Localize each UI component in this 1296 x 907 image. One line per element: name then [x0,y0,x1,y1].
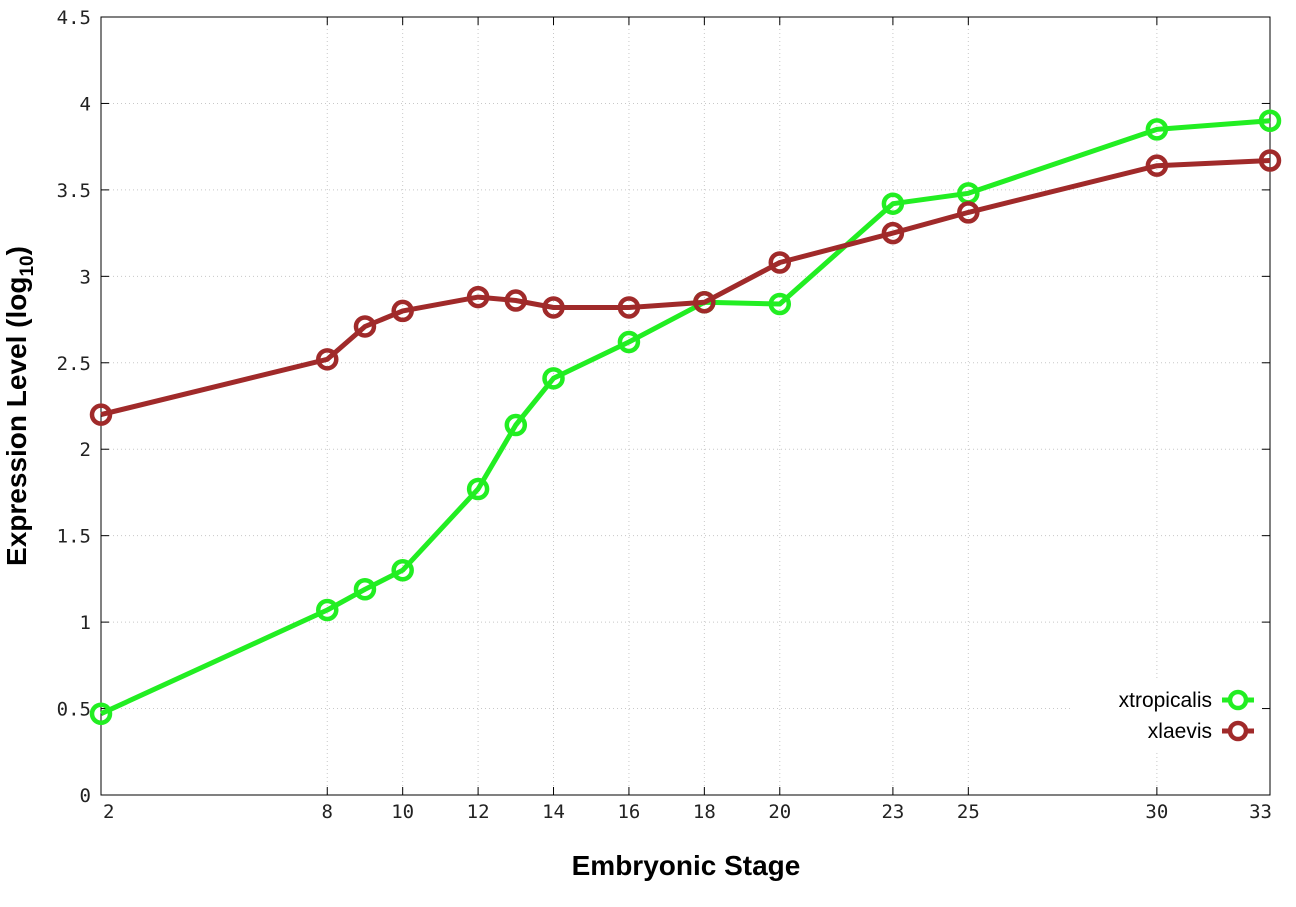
x-tick-label: 30 [1145,801,1168,823]
y-axis-title-main: Expression Level (log [1,277,32,566]
y-tick-label: 1 [80,612,91,634]
data-point-xtropicalis [89,702,113,725]
legend-background [1072,678,1262,750]
legend-marker-xtropicalis [1227,689,1249,711]
data-point-xlaevis [466,285,490,309]
y-axis-title: Expression Level (log10) [1,246,38,566]
data-point-xtropicalis [1145,118,1169,141]
series-xtropicalis [89,109,1282,725]
data-point-xlaevis [391,299,414,323]
y-tick-label: 0 [80,785,91,807]
data-point-xlaevis [316,348,339,371]
data-point-xlaevis [542,296,565,319]
y-tick-label: 4 [80,93,91,115]
x-axis-title: Embryonic Stage [572,850,801,881]
x-tick-label: 33 [1249,801,1272,823]
data-point-xlaevis [768,251,792,274]
data-point-xtropicalis [617,330,641,354]
y-tick-label: 0.5 [57,699,91,721]
legend-label-xtropicalis: xtropicalis [1119,689,1212,712]
data-point-xlaevis [957,201,980,224]
data-point-xlaevis [881,221,905,245]
data-point-xtropicalis [353,578,377,601]
data-point-xtropicalis [1258,109,1282,132]
data-point-xlaevis [504,289,528,312]
x-tick-label: 14 [542,801,565,823]
data-point-xtropicalis [504,413,528,437]
x-tick-label: 2 [103,801,114,823]
data-point-xlaevis [89,403,113,426]
y-tick-label: 4.5 [57,7,91,29]
y-axis: 0 0.5 1 1.5 2 2.5 3 3.5 4 4.5 [57,7,1270,807]
legend-marker-xlaevis [1227,720,1249,742]
data-point-xtropicalis [316,598,339,622]
data-point-xlaevis [693,291,716,314]
x-tick-label: 18 [693,801,716,823]
x-tick-label: 12 [467,801,490,823]
data-point-xlaevis [617,296,641,319]
y-tick-label: 3 [80,266,91,288]
x-tick-label: 23 [881,801,904,823]
legend-label-xlaevis: xlaevis [1148,720,1212,743]
data-point-xtropicalis [768,292,792,316]
data-point-xtropicalis [542,367,565,390]
data-point-xtropicalis [391,558,414,582]
y-axis-title-close: ) [1,246,32,255]
data-point-xlaevis [1145,154,1169,177]
y-tick-label: 2.5 [57,353,91,375]
data-point-xtropicalis [466,477,490,501]
x-tick-label: 20 [768,801,791,823]
data-point-xtropicalis [881,192,905,215]
x-tick-label: 8 [322,801,333,823]
x-tick-label: 16 [617,801,640,823]
y-tick-label: 1.5 [57,526,91,548]
x-tick-label: 25 [957,801,980,823]
y-axis-title-subscript: 10 [17,255,38,276]
y-tick-label: 3.5 [57,180,91,202]
data-point-xlaevis [353,315,377,338]
legend: xtropicalis xlaevis [1072,678,1262,750]
x-axis: 2 8 10 12 14 16 18 20 23 25 30 33 [100,17,1272,823]
data-point-xlaevis [1258,149,1282,172]
series-xlaevis [89,149,1282,426]
x-tick-label: 10 [391,801,414,823]
series-layer [89,109,1282,725]
y-tick-label: 2 [80,439,91,461]
